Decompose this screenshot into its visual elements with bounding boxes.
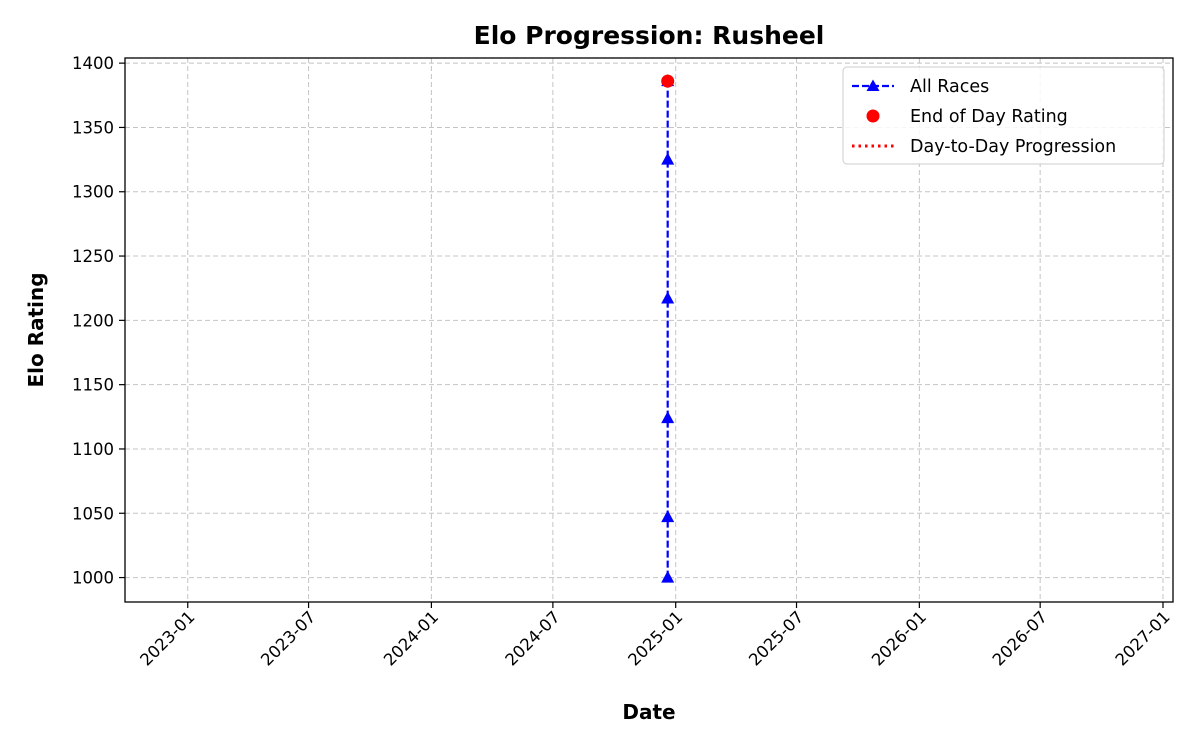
x-tick-label: 2023-01 [136, 607, 198, 669]
legend-day-to-day-label: Day-to-Day Progression [910, 137, 1116, 157]
y-axis-label: Elo Rating [24, 272, 48, 387]
all-races-point [661, 152, 675, 165]
legend: All Races End of Day Rating Day-to-Day P… [842, 66, 1165, 165]
y-tick-label: 1200 [72, 311, 114, 330]
all-races-point [661, 570, 675, 583]
legend-all-races-label: All Races [910, 77, 989, 97]
x-tick-label: 2024-01 [380, 607, 442, 669]
plot-series [661, 74, 675, 583]
chart-title: Elo Progression: Rusheel [474, 21, 825, 50]
y-tick-label: 1250 [72, 247, 114, 266]
all-races-point [661, 510, 675, 523]
x-tick-label: 2025-07 [745, 607, 807, 669]
x-tick-label: 2024-07 [502, 607, 564, 669]
legend-triangle-icon [866, 79, 880, 91]
y-tick-label: 1150 [72, 376, 114, 395]
legend-end-of-day-label: End of Day Rating [910, 107, 1068, 127]
x-tick-label: 2025-01 [624, 607, 686, 669]
x-tick-label: 2026-01 [868, 607, 930, 669]
x-axis-label: Date [622, 700, 675, 724]
y-tick-label: 1400 [72, 54, 114, 73]
x-tick-label: 2026-07 [989, 607, 1051, 669]
end-of-day-point [661, 74, 675, 88]
y-tick-label: 1300 [72, 183, 114, 202]
y-tick-label: 1050 [72, 504, 114, 523]
y-tick-label: 1350 [72, 118, 114, 137]
legend-circle-icon [866, 109, 880, 123]
x-tick-label: 2023-07 [257, 607, 319, 669]
y-tick-label: 1100 [72, 440, 114, 459]
x-tick-label: 2027-01 [1112, 607, 1174, 669]
legend-box [842, 66, 1165, 165]
all-races-point [661, 291, 675, 304]
plot-frame [124, 57, 1174, 603]
all-races-point [661, 411, 675, 424]
y-tick-label: 1000 [72, 569, 114, 588]
